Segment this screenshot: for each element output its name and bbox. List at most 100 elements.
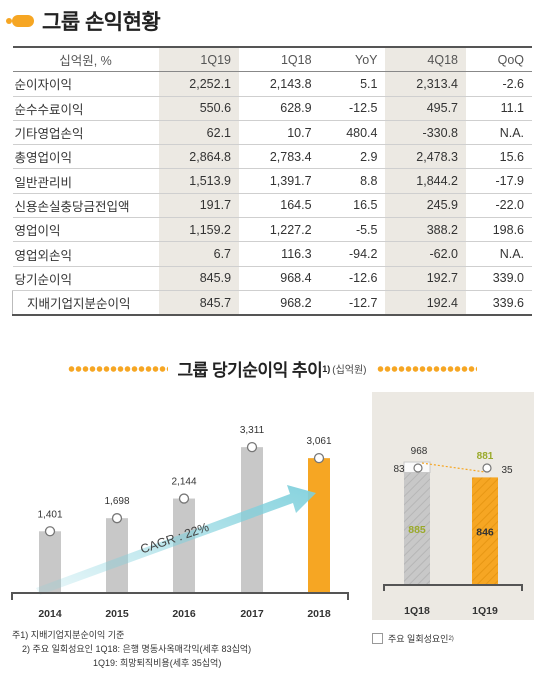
x-tick-label: 1Q18 [404, 605, 430, 617]
table-cell: -12.7 [319, 290, 386, 317]
base-value-label: 846 [476, 527, 494, 539]
table-cell: -12.5 [319, 96, 386, 121]
section-title: 그룹 손익현황 [6, 6, 161, 36]
table-cell: 2,478.3 [385, 144, 466, 170]
point-marker [313, 453, 325, 464]
table-body: 순이자이익 2,252.1 2,143.8 5.1 2,313.4 -2.6 순수수료이익 5… [12, 71, 532, 317]
data-label: 1,401 [37, 509, 62, 520]
table-cell: 6.7 [158, 241, 240, 267]
table-cell: 339.6 [466, 290, 532, 317]
table-cell: 2,313.4 [385, 71, 466, 97]
bar-2014 [39, 531, 61, 593]
table-cell: 845.7 [158, 290, 240, 317]
point-marker [44, 526, 56, 537]
bar-2018 [308, 458, 330, 593]
table-cell: 845.9 [158, 266, 240, 291]
legend-footnote: 2) [448, 635, 454, 642]
table-cell: 245.9 [385, 193, 466, 219]
table-cell: -22.0 [466, 193, 532, 219]
data-label: 3,311 [240, 425, 265, 436]
table-cell: 192.7 [385, 266, 466, 291]
income-table: 십억원, % 1Q19 1Q18 YoY 4Q18 QoQ 순이자이익 2,252… [12, 46, 532, 317]
table-cell: 191.7 [158, 193, 240, 219]
bar-1Q18 [404, 472, 430, 584]
bar-2015 [106, 518, 128, 593]
x-tick-label: 2015 [105, 608, 129, 620]
bar-2016 [173, 498, 195, 593]
one-off-label: 35 [501, 465, 513, 476]
table-cell: N.A. [466, 120, 532, 146]
table-cell: 10.7 [239, 120, 320, 146]
chart-title: 그룹 당기순이익 추이 1) (십억원) [0, 356, 544, 381]
chart-heading: 그룹 당기순이익 추이 [177, 361, 323, 380]
table-row: 지배기업지분순이익 845.7 968.2 -12.7 192.4 339.6 [12, 290, 532, 317]
table-cell: 2,864.8 [158, 144, 240, 170]
point-marker [178, 493, 190, 504]
table-cell: 62.1 [158, 120, 240, 146]
row-label: 영업외손익 [12, 241, 159, 267]
table-cell: -2.6 [466, 71, 532, 97]
point-marker [413, 463, 423, 473]
page-title: 그룹 손익현황 [42, 11, 161, 34]
table-cell: 116.3 [239, 241, 320, 267]
table-cell: N.A. [466, 241, 532, 267]
table-row: 당기순이익 845.9 968.4 -12.6 192.7 339.0 [12, 266, 532, 291]
footnote-2: 2) 주요 일회성요인 1Q18: 은행 명동사옥매각익(세후 83십억) [22, 644, 252, 654]
x-tick-label: 1Q19 [472, 605, 498, 617]
table-cell: 388.2 [385, 217, 466, 243]
row-label: 순이자이익 [12, 71, 159, 97]
table-row: 순수수료이익 550.6 628.9 -12.5 495.7 11.1 [12, 96, 532, 121]
table-cell: 164.5 [239, 193, 320, 219]
table-cell: 1,844.2 [385, 168, 466, 194]
column-header-qoq: QoQ [466, 46, 532, 73]
table-cell: 495.7 [385, 96, 466, 121]
table-header-row: 십억원, % 1Q19 1Q18 YoY 4Q18 QoQ [12, 46, 532, 73]
table-cell: 15.6 [466, 144, 532, 170]
point-marker [246, 441, 258, 453]
point-marker [482, 463, 492, 473]
dots-right-decoration [376, 364, 477, 373]
table-row: 일반관리비 1,513.9 1,391.7 8.8 1,844.2 -17.9 [12, 168, 532, 194]
cagr-arrow [36, 485, 316, 595]
data-label: 1,698 [104, 496, 129, 507]
table-cell: -94.2 [319, 241, 386, 267]
base-value-label: 885 [408, 524, 426, 536]
table-cell: -17.9 [466, 168, 532, 194]
table-cell: 8.8 [319, 168, 386, 194]
table-cell: 1,391.7 [239, 168, 320, 194]
table-row: 기타영업손익 62.1 10.7 480.4 -330.8 N.A. [12, 120, 532, 146]
point-marker [111, 513, 123, 524]
bar-1Q19 [472, 477, 498, 584]
table-row: 신용손실충당금전입액 191.7 164.5 16.5 245.9 -22.0 [12, 193, 532, 219]
table-cell: 2.9 [319, 144, 386, 170]
connector-line [421, 462, 486, 473]
column-header-4q18: 4Q18 [385, 46, 466, 73]
total-label: 881 [477, 451, 494, 462]
column-header-yoy: YoY [319, 46, 386, 73]
row-label: 순수수료이익 [12, 96, 159, 121]
x-tick-label: 2017 [240, 608, 264, 620]
table-cell: 2,252.1 [158, 71, 240, 97]
table-row: 영업외손익 6.7 116.3 -94.2 -62.0 N.A. [12, 241, 532, 267]
table-cell: 16.5 [319, 193, 386, 219]
table-cell: 1,513.9 [158, 168, 240, 194]
legend-label: 주요 일회성요인 [388, 634, 449, 644]
table-cell: 1,227.2 [239, 217, 320, 243]
table-cell: 628.9 [239, 96, 320, 121]
x-tick-label: 2014 [38, 608, 62, 620]
column-header-unit: 십억원, % [12, 46, 159, 73]
table-cell: 198.6 [466, 217, 532, 243]
data-label: 3,061 [306, 436, 331, 447]
table-cell: 550.6 [158, 96, 240, 121]
row-label: 당기순이익 [12, 266, 159, 291]
footnote-1: 주1) 지배기업지분순이익 기준 [12, 630, 125, 640]
table-cell: 339.0 [466, 266, 532, 291]
total-label: 968 [411, 446, 428, 457]
x-tick-label: 2016 [172, 608, 196, 620]
table-cell: 2,143.8 [239, 71, 320, 97]
table-cell: 11.1 [466, 96, 532, 121]
row-label: 영업이익 [12, 217, 159, 243]
table-row: 영업이익 1,159.2 1,227.2 -5.5 388.2 198.6 [12, 217, 532, 243]
quarterly-net-income-chart: 885 1Q18 846 1Q19 968 83 881 35 [383, 446, 523, 617]
data-label: 2,144 [171, 477, 196, 488]
